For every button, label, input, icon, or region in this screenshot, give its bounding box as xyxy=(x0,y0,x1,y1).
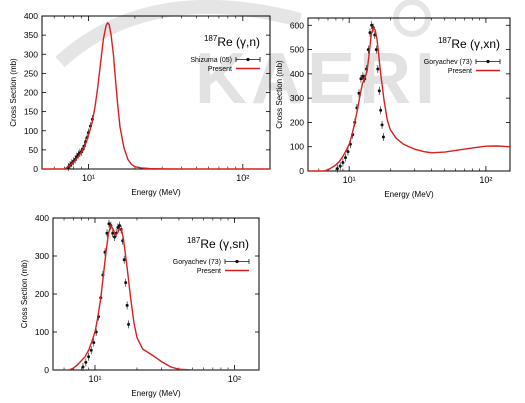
legend-data-marker xyxy=(235,259,239,264)
y-tick-label: 600 xyxy=(290,20,304,30)
reaction-label: 187Re (γ,n) xyxy=(204,34,260,49)
y-tick-label: 200 xyxy=(24,88,38,98)
y-tick-label: 100 xyxy=(24,126,38,136)
data-point xyxy=(374,48,378,52)
legend-data-marker xyxy=(246,57,250,62)
data-point xyxy=(89,348,93,352)
x-axis-label: Energy (MeV) xyxy=(131,389,181,398)
legend-model-label: Present xyxy=(448,68,472,75)
watermark: KAERI xyxy=(55,0,439,119)
data-point xyxy=(379,108,383,112)
legend-model-label: Present xyxy=(208,66,232,73)
x-tick-label: 10¹ xyxy=(88,374,101,384)
data-point xyxy=(84,360,88,364)
y-tick-label: 400 xyxy=(35,213,49,223)
data-point xyxy=(124,281,128,285)
data-point xyxy=(338,164,342,168)
chart-panel-3: 0 100 200 300 400 10¹ 10² Energy (MeV) Cross Sec… xyxy=(20,213,260,398)
data-point xyxy=(376,67,380,71)
series-line-present xyxy=(308,26,510,171)
data-point xyxy=(92,341,96,345)
y-tick-label: 400 xyxy=(290,69,304,79)
data-point xyxy=(111,231,115,235)
y-axis-label: Cross Section (mb) xyxy=(275,60,284,129)
plot-frame xyxy=(307,17,511,172)
reaction-label-mass-number: 187 xyxy=(438,36,452,45)
y-axis-label: Cross Section (mb) xyxy=(9,58,18,127)
y-tick-label: 100 xyxy=(35,327,49,337)
y-tick-label: 350 xyxy=(24,30,38,40)
y-tick-label: 0 xyxy=(299,166,304,176)
data-point xyxy=(368,31,372,35)
series-line-present xyxy=(53,223,259,370)
data-point xyxy=(380,123,384,127)
x-tick-label: 10² xyxy=(228,374,241,384)
data-point xyxy=(87,355,91,359)
legend-data-marker xyxy=(486,59,490,64)
x-tick-label: 10¹ xyxy=(82,173,95,183)
y-axis-label: Cross Section (mb) xyxy=(20,259,29,328)
legend-data-label: Goryachev (73) xyxy=(424,59,472,66)
data-point xyxy=(125,303,129,307)
data-point xyxy=(377,89,381,93)
y-tick-label: 200 xyxy=(290,117,304,127)
y-tick-label: 300 xyxy=(24,49,38,59)
x-axis-label: Energy (MeV) xyxy=(384,190,434,199)
reaction-label-mass-number: 187 xyxy=(187,236,201,245)
data-point xyxy=(359,77,363,81)
y-tick-label: 150 xyxy=(24,107,38,117)
watermark-swoosh xyxy=(55,0,302,68)
reaction-label: 187Re (γ,xn) xyxy=(438,36,500,51)
legend-model-label: Present xyxy=(197,268,221,275)
data-point xyxy=(122,258,126,262)
watermark-text: KAERI xyxy=(195,39,439,119)
data-point xyxy=(112,235,116,239)
x-tick-label: 10² xyxy=(236,173,249,183)
legend-data-label: Goryachev (73) xyxy=(173,259,221,266)
y-tick-label: 0 xyxy=(33,164,38,174)
data-point xyxy=(361,74,365,78)
reaction-label: 187Re (γ,sn) xyxy=(187,236,249,251)
reaction-label-reaction: Re (γ,sn) xyxy=(200,237,249,251)
data-point xyxy=(370,23,374,27)
y-tick-label: 100 xyxy=(290,142,304,152)
series-line-present xyxy=(42,21,270,169)
data-point xyxy=(335,167,339,171)
y-tick-label: 400 xyxy=(24,11,38,21)
x-tick-label: 10¹ xyxy=(343,175,356,185)
legend-data-label: Shizuma (05) xyxy=(190,57,232,64)
y-tick-label: 300 xyxy=(290,93,304,103)
data-point xyxy=(381,135,385,139)
y-tick-label: 500 xyxy=(290,45,304,55)
x-axis-label: Energy (MeV) xyxy=(131,188,181,197)
reaction-label-reaction: Re (γ,xn) xyxy=(451,37,500,51)
data-point xyxy=(118,224,122,228)
y-tick-label: 200 xyxy=(35,289,49,299)
y-tick-label: 300 xyxy=(35,251,49,261)
data-point xyxy=(107,222,111,226)
y-tick-label: 50 xyxy=(29,145,39,155)
data-point xyxy=(346,150,350,154)
reaction-label-reaction: Re (γ,n) xyxy=(217,35,260,49)
data-point xyxy=(127,322,131,326)
data-point xyxy=(343,156,347,160)
x-tick-label: 10² xyxy=(479,175,492,185)
y-tick-label: 0 xyxy=(44,365,49,375)
reaction-label-mass-number: 187 xyxy=(204,34,218,43)
data-point xyxy=(81,365,85,369)
chart-panel-1: 0 50 100 150 200 250 300 350 400 10¹ 10² Energy (Me… xyxy=(9,11,271,197)
data-point xyxy=(341,161,345,164)
chart-panel-2: 0 100 200 300 400 500 600 10¹ 10² Energy (MeV) Cro… xyxy=(275,17,511,199)
y-tick-label: 250 xyxy=(24,68,38,78)
